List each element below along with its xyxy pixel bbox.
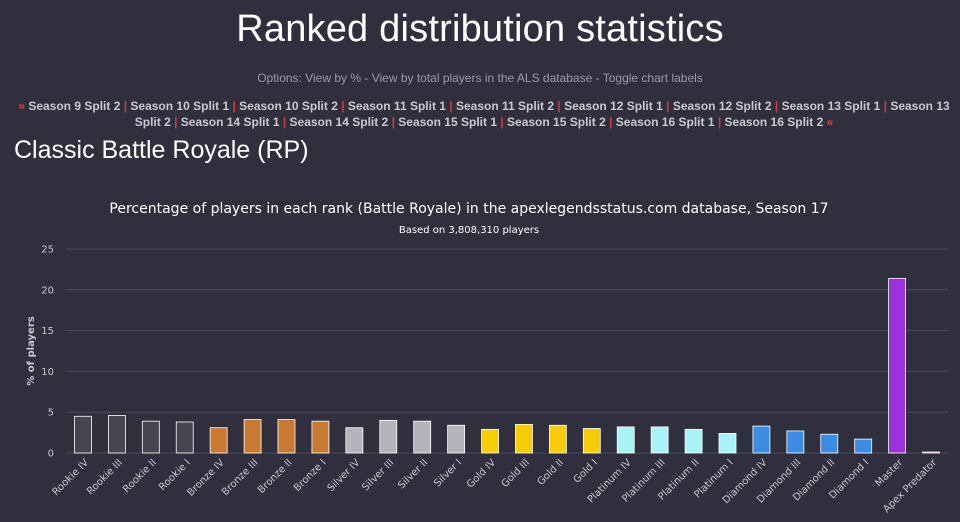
bar-diamond-i[interactable] — [854, 438, 873, 454]
season-separator: | — [714, 115, 725, 129]
season-link[interactable]: Season 12 Split 1 — [564, 99, 663, 113]
season-separator: | — [388, 115, 399, 129]
season-separator: | — [170, 115, 181, 129]
bar-silver-i[interactable] — [447, 424, 466, 454]
x-tick-label: Gold III — [500, 457, 533, 490]
x-tick-label: Rookie II — [121, 457, 159, 495]
bars — [74, 277, 940, 454]
bar-silver-ii[interactable] — [413, 420, 432, 454]
x-tick-label: Master — [873, 457, 906, 490]
season-link[interactable]: Season 14 Split 1 — [180, 115, 280, 129]
bar-gold-iii[interactable] — [515, 424, 533, 454]
x-tick-label: Bronze I — [292, 457, 329, 494]
season-link[interactable]: Season 9 Split 2 — [28, 99, 121, 113]
y-tick-label: 15 — [41, 326, 54, 337]
x-tick-label: Rookie III — [85, 457, 125, 497]
season-link[interactable]: Season 11 Split 2 — [455, 99, 555, 113]
bar-rookie-i[interactable] — [175, 421, 194, 454]
season-link[interactable]: Season 15 Split 1 — [398, 115, 497, 129]
x-tick-label: Rookie IV — [50, 457, 91, 498]
bar-platinum-ii[interactable] — [684, 428, 703, 454]
season-link[interactable]: Season 12 Split 2 — [672, 99, 772, 113]
season-separator: | — [497, 115, 508, 129]
bar-platinum-i[interactable] — [718, 433, 737, 454]
bar-gold-i[interactable] — [582, 428, 601, 454]
season-link[interactable]: Season 13 Split 1 — [781, 99, 881, 113]
season-link[interactable]: Season 14 Split 2 — [289, 115, 389, 129]
season-link[interactable]: Season 10 Split 2 — [239, 99, 338, 113]
x-tick-label: Silver II — [396, 457, 430, 491]
season-separator: | — [662, 99, 673, 113]
bar-silver-iii[interactable] — [379, 419, 398, 454]
y-tick-label: 10 — [41, 367, 54, 378]
bar-bronze-iii[interactable] — [243, 419, 262, 454]
bar-diamond-iv[interactable] — [752, 425, 771, 454]
season-separator: | — [771, 99, 782, 113]
bar-gold-ii[interactable] — [548, 424, 567, 454]
grid-lines: 0 5 10 15 20 25 — [41, 245, 948, 460]
x-tick-label: Silver IV — [326, 457, 363, 494]
bar-rookie-iii[interactable] — [107, 415, 126, 454]
season-separator: | — [279, 115, 290, 129]
x-tick-label: Silver III — [360, 457, 396, 493]
season-link[interactable]: Season 16 Split 1 — [615, 115, 715, 129]
season-links: » Season 9 Split 2 | Season 10 Split 1 |… — [12, 98, 956, 130]
left-arrow-icon: » — [18, 99, 29, 113]
view-options[interactable]: Options: View by % - View by total playe… — [257, 71, 703, 85]
x-tick-label: Bronze IV — [185, 457, 227, 499]
season-link[interactable]: Season 10 Split 1 — [130, 99, 230, 113]
x-tick-label: Bronze III — [220, 457, 261, 498]
y-tick-label: 20 — [41, 285, 54, 296]
right-arrow-icon: « — [823, 115, 834, 129]
bar-bronze-iv[interactable] — [209, 427, 228, 454]
bar-rookie-iv[interactable] — [74, 415, 92, 454]
season-separator: | — [445, 99, 456, 113]
bar-bronze-ii[interactable] — [277, 419, 296, 454]
bar-platinum-iv[interactable] — [616, 426, 635, 454]
x-tick-label: Gold IV — [465, 457, 498, 490]
bar-apex-predator[interactable] — [922, 451, 940, 454]
season-link[interactable]: Season 11 Split 1 — [347, 99, 446, 113]
x-tick-label: Bronze II — [256, 457, 295, 496]
bar-diamond-ii[interactable] — [820, 433, 839, 454]
y-tick-label: 0 — [48, 449, 54, 460]
season-separator: | — [337, 99, 348, 113]
bar-master[interactable] — [888, 277, 907, 454]
season-link[interactable]: Season 16 Split 2 — [724, 115, 824, 129]
bar-gold-iv[interactable] — [481, 428, 499, 454]
chart-title: Percentage of players in each rank (Batt… — [109, 201, 828, 217]
season-link[interactable]: Season 15 Split 2 — [507, 115, 606, 129]
bar-platinum-iii[interactable] — [650, 426, 669, 454]
bar-diamond-iii[interactable] — [786, 430, 805, 454]
bar-bronze-i[interactable] — [311, 420, 330, 454]
chart-subtitle: Based on 3,808,310 players — [399, 225, 539, 236]
bar-silver-iv[interactable] — [345, 427, 364, 454]
season-separator: | — [229, 99, 240, 113]
x-tick-label: Gold I — [572, 457, 600, 485]
season-separator: | — [120, 99, 131, 113]
section-title: Classic Battle Royale (RP) — [14, 136, 309, 164]
season-separator: | — [880, 99, 891, 113]
season-separator: | — [605, 115, 616, 129]
x-tick-label: Gold II — [536, 457, 566, 487]
y-tick-label: 5 — [48, 408, 54, 419]
bar-rookie-ii[interactable] — [141, 420, 160, 454]
season-link[interactable]: Season 13 Split 2 — [134, 99, 950, 129]
y-tick-label: 25 — [41, 245, 54, 256]
season-separator: | — [554, 99, 565, 113]
y-axis-label: % of players — [26, 316, 37, 385]
page-title: Ranked distribution statistics — [236, 8, 724, 50]
x-tick-label: Silver I — [432, 457, 464, 489]
